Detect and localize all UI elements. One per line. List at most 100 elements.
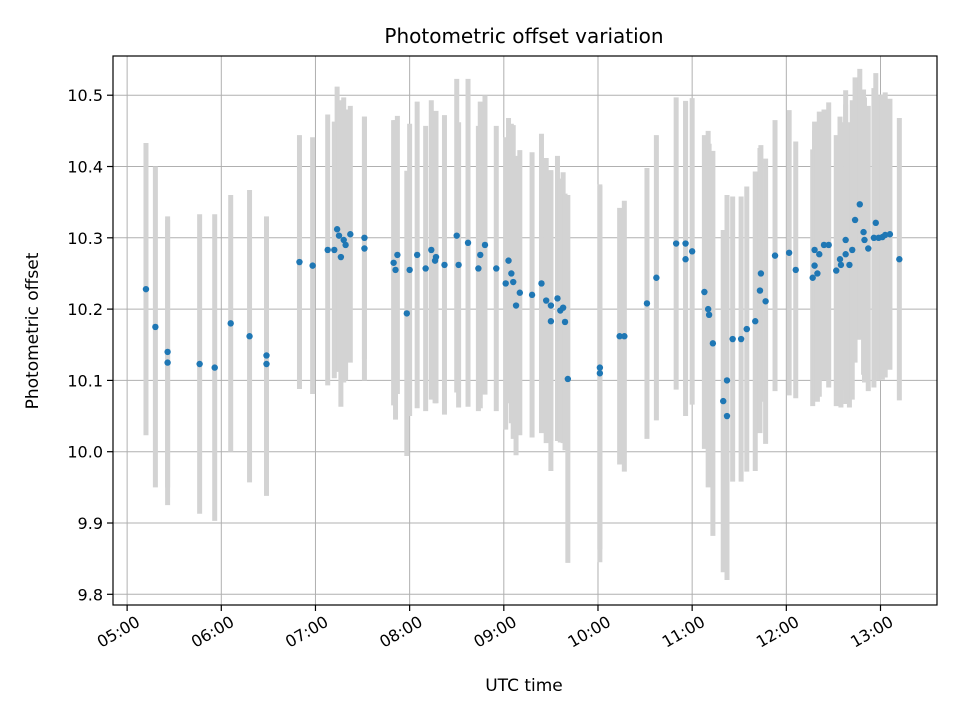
data-point (729, 335, 736, 343)
data-point (842, 236, 849, 244)
data-point (837, 261, 845, 269)
data-point (559, 304, 567, 311)
data-point (493, 265, 500, 272)
data-point (392, 266, 399, 274)
data-point (757, 270, 765, 277)
data-point (547, 318, 555, 325)
data-point (682, 256, 689, 263)
data-point (596, 364, 604, 371)
data-point (477, 251, 484, 259)
data-point (547, 302, 555, 309)
data-point (870, 234, 878, 242)
y-tick-label: 9.9 (78, 514, 103, 533)
y-tick-label: 10.3 (67, 229, 103, 248)
data-point (309, 262, 316, 269)
data-point (756, 287, 764, 294)
data-point (394, 251, 401, 259)
data-point (596, 370, 604, 377)
y-tick-label: 10.5 (67, 86, 103, 105)
data-point (865, 245, 872, 252)
data-point (263, 360, 270, 368)
data-point (510, 278, 517, 286)
data-point (390, 259, 397, 266)
data-point (561, 318, 569, 326)
data-point (762, 298, 769, 305)
data-point (428, 246, 435, 254)
data-point (861, 236, 868, 244)
data-point (403, 310, 411, 317)
data-point (406, 266, 413, 274)
y-axis-ticks: 9.8 9.9 10.0 10.1 10.2 10.3 10.4 10.5 (67, 86, 113, 604)
data-point (743, 325, 750, 333)
data-point (453, 232, 460, 239)
data-point (464, 239, 472, 247)
data-point (737, 335, 745, 343)
data-point (211, 364, 218, 371)
data-point (227, 320, 234, 327)
data-point (849, 246, 856, 254)
data-points (142, 201, 903, 420)
data-point (142, 285, 150, 293)
data-point (441, 261, 448, 269)
data-point (475, 265, 482, 272)
data-point (538, 280, 545, 287)
plot-area-frame (112, 55, 938, 606)
data-point (516, 289, 524, 296)
data-point (340, 236, 347, 244)
data-point (164, 359, 171, 366)
data-point (246, 333, 253, 340)
data-point (554, 295, 561, 302)
data-point (833, 267, 840, 274)
data-point (785, 249, 793, 256)
data-point (842, 251, 849, 258)
y-tick-label: 10.4 (67, 158, 103, 177)
data-point (820, 241, 828, 249)
data-point (825, 241, 832, 249)
data-point (886, 231, 894, 238)
data-point (621, 333, 628, 340)
data-point (296, 258, 303, 266)
y-axis-label: Photometric offset (23, 252, 43, 409)
data-point (335, 232, 343, 239)
data-point (701, 288, 708, 296)
data-point (723, 412, 731, 420)
data-point (856, 201, 863, 208)
data-point (643, 300, 651, 307)
data-point (814, 270, 821, 277)
data-point (672, 240, 680, 247)
x-axis-label: UTC time (485, 676, 563, 696)
data-point (361, 245, 368, 252)
data-point (542, 297, 550, 304)
data-point (811, 262, 818, 269)
data-point (528, 291, 536, 299)
data-point (361, 234, 368, 242)
data-point (196, 360, 203, 368)
data-point (263, 352, 270, 359)
data-point (851, 216, 859, 224)
data-point (882, 231, 889, 239)
data-point (860, 228, 867, 236)
data-point (872, 219, 879, 227)
data-point (331, 246, 338, 254)
data-point (771, 252, 779, 259)
data-point (502, 280, 509, 287)
data-point (337, 253, 345, 261)
data-point (564, 375, 572, 383)
data-point (432, 253, 440, 261)
data-point (811, 246, 818, 254)
data-point (653, 274, 660, 281)
data-point (347, 231, 354, 238)
data-point (682, 240, 689, 247)
data-point (413, 251, 421, 259)
data-point (723, 377, 731, 384)
data-point (709, 340, 717, 347)
chart-title: Photometric offset variation (384, 24, 663, 48)
data-point (422, 265, 429, 272)
data-point (846, 261, 853, 269)
data-point (809, 274, 816, 281)
data-point (792, 266, 799, 274)
y-tick-label: 10.1 (67, 371, 103, 390)
data-point (896, 256, 903, 263)
data-point (688, 248, 696, 255)
